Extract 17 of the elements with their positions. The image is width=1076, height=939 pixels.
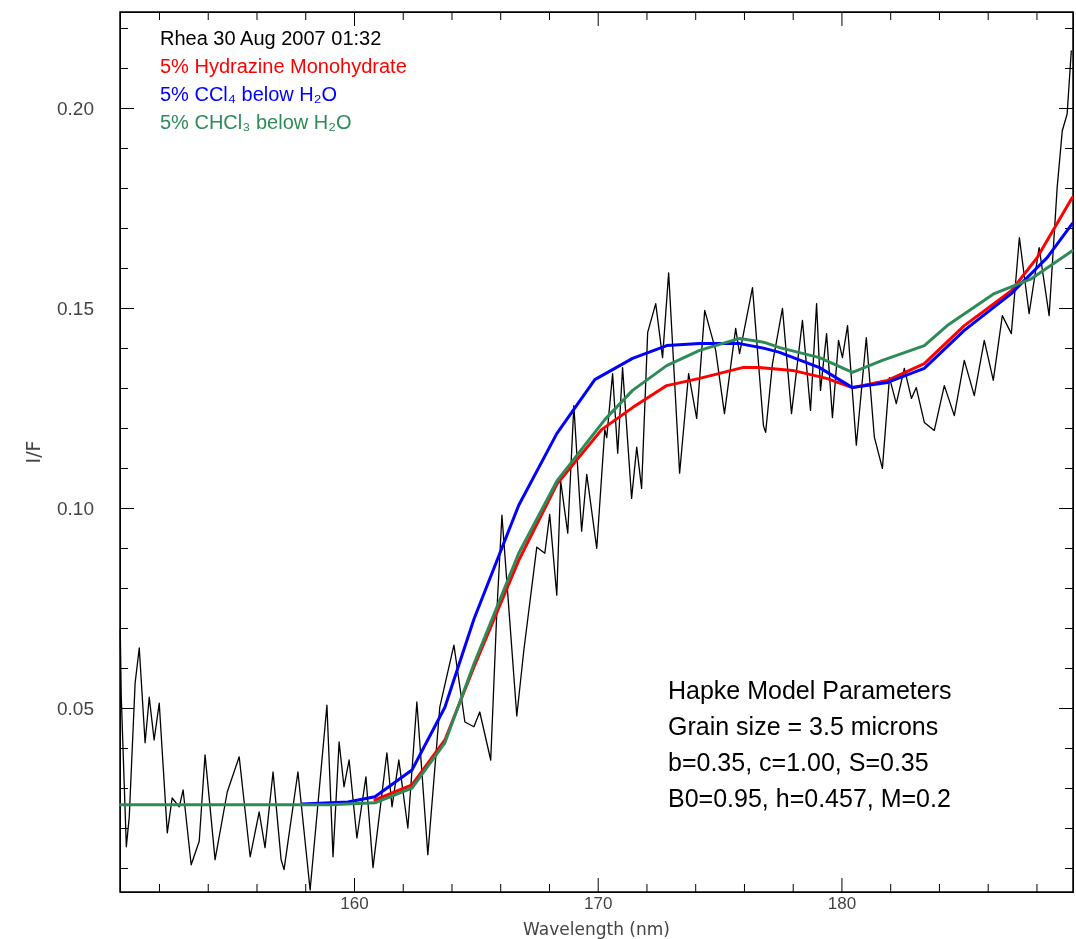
- y-tick-label: 0.15: [57, 297, 94, 319]
- annotation: Grain size = 3.5 microns: [668, 712, 939, 740]
- y-tick-label: 0.05: [57, 697, 94, 719]
- annotation: Hapke Model Parameters: [668, 676, 952, 704]
- legend-label: Rhea 30 Aug 2007 01:32: [160, 27, 382, 49]
- y-tick-label: 0.10: [57, 497, 94, 519]
- x-tick-label: 160: [340, 894, 369, 914]
- text: 5% CCl₄ below H₂O: [160, 83, 338, 105]
- text: 5% CHCl₃ below H₂O: [160, 111, 352, 133]
- y-axis-title: I/F: [22, 440, 44, 464]
- text: 5% Hydrazine Monohydrate: [160, 55, 407, 77]
- annotation: B0=0.95, h=0.457, M=0.2: [668, 784, 951, 812]
- annotation: b=0.35, c=1.00, S=0.35: [668, 748, 929, 776]
- x-tick-label: 170: [584, 894, 613, 914]
- y-tick-label: 0.20: [57, 97, 94, 119]
- x-tick-label: 180: [827, 894, 857, 914]
- x-axis-title: Wavelength (nm): [523, 919, 670, 939]
